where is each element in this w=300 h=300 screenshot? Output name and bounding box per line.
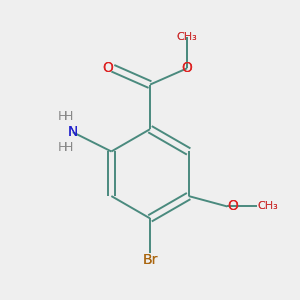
- Text: O: O: [182, 61, 193, 75]
- Text: Br: Br: [142, 253, 158, 266]
- Text: H: H: [63, 141, 73, 154]
- Text: CH₃: CH₃: [257, 202, 278, 212]
- Text: CH₃: CH₃: [177, 32, 197, 42]
- Text: N: N: [68, 125, 78, 139]
- Text: N: N: [68, 125, 78, 139]
- Text: Br: Br: [142, 253, 158, 266]
- Text: H: H: [63, 110, 73, 123]
- Text: O: O: [102, 61, 113, 75]
- Text: O: O: [102, 61, 113, 75]
- Text: H: H: [57, 141, 67, 154]
- Text: O: O: [227, 200, 238, 214]
- Text: O: O: [227, 200, 238, 214]
- Text: CH₃: CH₃: [257, 202, 278, 212]
- Text: CH₃: CH₃: [177, 32, 197, 42]
- Text: O: O: [182, 61, 193, 75]
- Text: H: H: [57, 110, 67, 123]
